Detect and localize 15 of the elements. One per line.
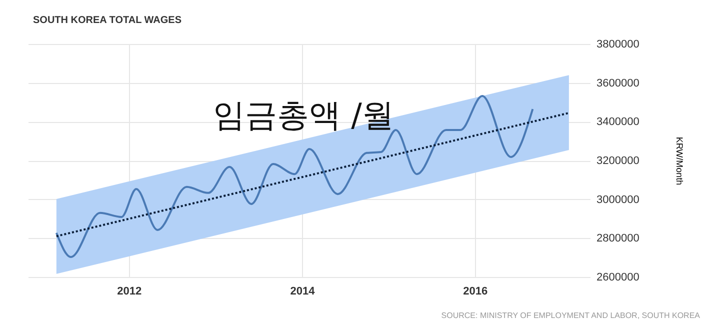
y-tick-label: 2600000: [596, 272, 640, 284]
x-tick-label: 2014: [290, 286, 316, 298]
y-tick-label: 3800000: [596, 38, 640, 50]
source-note: SOURCE: MINISTRY OF EMPLOYMENT AND LABOR, SOUTH KOREA: [441, 311, 701, 320]
chart-title: SOUTH KOREA TOTAL WAGES: [33, 15, 182, 26]
y-tick-label: 3600000: [596, 77, 640, 90]
y-tick-label: 2800000: [596, 232, 640, 245]
y-axis-title: KRW/Month: [674, 136, 684, 186]
y-tick-label: 3200000: [596, 155, 640, 167]
annotation: 임금총액 /월: [213, 96, 394, 134]
x-tick-label: 2016: [463, 286, 488, 298]
x-tick-label: 2012: [117, 286, 142, 298]
line-series: [55, 95, 534, 258]
y-tick-label: 3000000: [596, 194, 640, 206]
y-tick-label: 3400000: [596, 116, 640, 128]
